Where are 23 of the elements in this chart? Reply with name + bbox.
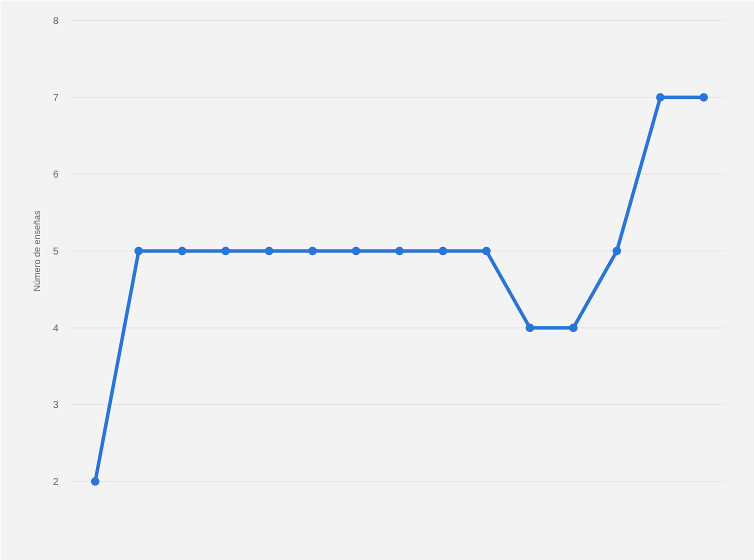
point [395, 246, 404, 256]
y-axis-title: Número de enseñas [32, 210, 42, 292]
point [178, 246, 186, 256]
y-tick-label: 6 [52, 170, 59, 181]
point [526, 324, 534, 332]
point [134, 246, 143, 256]
point [700, 93, 708, 102]
y-tick-label: 3 [52, 400, 59, 412]
point [656, 93, 665, 102]
point [308, 246, 317, 256]
point [612, 246, 622, 256]
point [90, 477, 100, 486]
point [569, 324, 578, 332]
point [221, 246, 230, 256]
y-tick-label: 7 [52, 92, 59, 104]
y-tick-label: 2 [52, 477, 59, 488]
point [482, 246, 491, 256]
point [264, 246, 274, 256]
point [438, 246, 448, 256]
y-tick-label: 4 [52, 323, 59, 334]
y-tick-label: 5 [52, 246, 59, 258]
point [352, 246, 360, 256]
y-tick-label: 8 [52, 16, 59, 27]
